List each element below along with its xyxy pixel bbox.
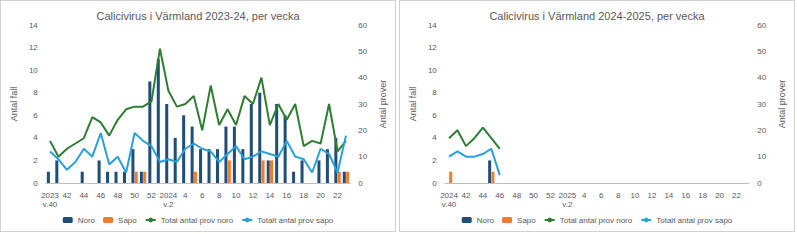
svg-text:Calicivirus i Värmland 2023-24: Calicivirus i Värmland 2023-24, per veck… <box>97 10 301 22</box>
svg-text:2024: 2024 <box>160 191 178 200</box>
svg-text:10: 10 <box>232 191 241 200</box>
svg-text:20: 20 <box>316 191 325 200</box>
svg-text:0: 0 <box>358 179 363 188</box>
svg-text:4: 4 <box>183 191 188 200</box>
svg-text:Sapo: Sapo <box>118 216 137 225</box>
svg-text:6: 6 <box>599 191 604 200</box>
svg-text:Antal fall: Antal fall <box>9 87 19 122</box>
svg-text:8: 8 <box>432 88 437 97</box>
svg-text:Antal fall: Antal fall <box>408 87 418 122</box>
svg-text:4: 4 <box>582 191 587 200</box>
svg-text:50: 50 <box>757 47 766 56</box>
svg-text:46: 46 <box>96 191 105 200</box>
svg-text:52: 52 <box>546 191 555 200</box>
svg-text:2: 2 <box>33 156 38 165</box>
svg-text:12: 12 <box>249 191 258 200</box>
svg-text:18: 18 <box>698 191 707 200</box>
svg-text:8: 8 <box>616 191 621 200</box>
svg-text:2024: 2024 <box>440 191 458 200</box>
svg-text:6: 6 <box>432 111 437 120</box>
svg-text:48: 48 <box>512 191 521 200</box>
svg-text:18: 18 <box>299 191 308 200</box>
svg-text:0: 0 <box>33 179 38 188</box>
svg-text:50: 50 <box>529 191 538 200</box>
svg-text:12: 12 <box>29 43 38 52</box>
svg-text:4: 4 <box>33 133 38 142</box>
svg-text:60: 60 <box>757 21 766 30</box>
svg-text:10: 10 <box>757 152 766 161</box>
svg-text:10: 10 <box>631 191 640 200</box>
svg-text:0: 0 <box>757 179 762 188</box>
svg-text:30: 30 <box>358 100 367 109</box>
svg-text:v.2: v.2 <box>163 200 174 209</box>
svg-text:42: 42 <box>62 191 71 200</box>
svg-text:16: 16 <box>681 191 690 200</box>
svg-text:6: 6 <box>33 111 38 120</box>
svg-text:Antal prover: Antal prover <box>777 80 787 129</box>
svg-text:Total antal prov noro: Total antal prov noro <box>161 216 234 225</box>
svg-text:2023: 2023 <box>41 191 59 200</box>
svg-text:8: 8 <box>33 88 38 97</box>
svg-text:Totalt antal prov sapo: Totalt antal prov sapo <box>656 216 733 225</box>
svg-text:14: 14 <box>265 191 274 200</box>
svg-text:20: 20 <box>757 126 766 135</box>
svg-text:22: 22 <box>333 191 342 200</box>
svg-text:40: 40 <box>757 73 766 82</box>
svg-text:14: 14 <box>664 191 673 200</box>
svg-text:10: 10 <box>358 152 367 161</box>
svg-text:6: 6 <box>200 191 205 200</box>
svg-text:Sapo: Sapo <box>517 216 536 225</box>
svg-text:Calicivirus i Värmland 2024-20: Calicivirus i Värmland 2024-2025, per ve… <box>489 10 705 22</box>
svg-text:12: 12 <box>428 43 437 52</box>
svg-text:46: 46 <box>495 191 504 200</box>
svg-text:48: 48 <box>113 191 122 200</box>
svg-text:10: 10 <box>428 66 437 75</box>
svg-text:22: 22 <box>732 191 741 200</box>
svg-text:12: 12 <box>648 191 657 200</box>
svg-text:Total antal prov noro: Total antal prov noro <box>560 216 633 225</box>
svg-text:40: 40 <box>358 73 367 82</box>
svg-text:16: 16 <box>282 191 291 200</box>
svg-text:60: 60 <box>358 21 367 30</box>
svg-text:14: 14 <box>29 21 38 30</box>
svg-text:Noro: Noro <box>78 216 96 225</box>
svg-text:20: 20 <box>715 191 724 200</box>
svg-text:Noro: Noro <box>477 216 495 225</box>
svg-text:52: 52 <box>147 191 156 200</box>
svg-text:Totalt antal prov sapo: Totalt antal prov sapo <box>257 216 334 225</box>
svg-text:44: 44 <box>478 191 487 200</box>
svg-text:10: 10 <box>29 66 38 75</box>
svg-text:8: 8 <box>217 191 222 200</box>
svg-text:0: 0 <box>432 179 437 188</box>
svg-text:50: 50 <box>130 191 139 200</box>
svg-text:v.40: v.40 <box>442 200 457 209</box>
svg-text:20: 20 <box>358 126 367 135</box>
svg-text:v.40: v.40 <box>43 200 58 209</box>
svg-text:2: 2 <box>432 156 437 165</box>
svg-text:Antal prover: Antal prover <box>378 80 388 129</box>
svg-text:50: 50 <box>358 47 367 56</box>
svg-text:2025: 2025 <box>559 191 577 200</box>
svg-text:42: 42 <box>461 191 470 200</box>
svg-text:14: 14 <box>428 21 437 30</box>
svg-text:30: 30 <box>757 100 766 109</box>
svg-text:4: 4 <box>432 133 437 142</box>
svg-text:44: 44 <box>79 191 88 200</box>
svg-text:v.2: v.2 <box>562 200 573 209</box>
